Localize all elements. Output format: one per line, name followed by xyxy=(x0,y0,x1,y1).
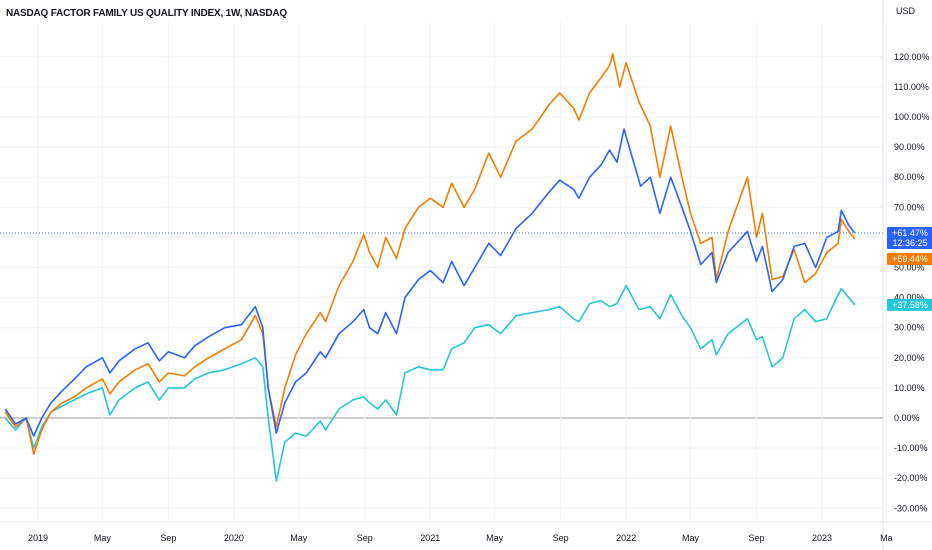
x-tick-label: Sep xyxy=(749,533,765,543)
currency-label: USD xyxy=(896,6,916,16)
series-line-0[interactable] xyxy=(4,128,856,437)
x-tick-label: 2023 xyxy=(812,533,832,543)
value-badge-bg xyxy=(887,226,932,249)
chart-title: NASDAQ FACTOR FAMILY US QUALITY INDEX, 1… xyxy=(6,8,287,19)
y-tick-label: -20.00% xyxy=(894,473,928,483)
y-tick-label: 10.00% xyxy=(894,383,925,393)
x-tick-label: May xyxy=(682,533,700,543)
y-tick-label: -10.00% xyxy=(894,443,928,453)
y-tick-label: 110.00% xyxy=(894,82,929,92)
x-tick-label: May xyxy=(290,533,308,543)
value-badge-text: +59.44% xyxy=(892,254,928,264)
x-tick-label: 2019 xyxy=(28,533,48,543)
x-axis[interactable]: 2019 May Sep 2020 May Sep 2021 May Sep 2022 May Sep… xyxy=(0,521,932,543)
y-tick-label: 40.00% xyxy=(894,293,925,303)
series-layer xyxy=(4,53,856,482)
x-tick-label: May xyxy=(94,533,112,543)
series-line-1[interactable] xyxy=(4,53,856,455)
x-tick-label: 2022 xyxy=(616,533,636,543)
x-tick-label: May xyxy=(486,533,504,543)
y-tick-label: 30.00% xyxy=(894,323,925,333)
y-tick-label: 90.00% xyxy=(894,142,925,152)
value-badge-bg xyxy=(887,252,932,265)
value-badge-text: +37.58% xyxy=(892,300,928,310)
value-badge-bg xyxy=(887,298,932,311)
x-tick-label: 2021 xyxy=(420,533,440,543)
y-tick-label: 100.00% xyxy=(894,112,930,122)
value-badge-text: +61.47% xyxy=(892,228,928,238)
x-tick-label: 2020 xyxy=(224,533,244,543)
y-tick-label: 80.00% xyxy=(894,172,925,182)
x-tick-label: Ma xyxy=(880,533,893,543)
y-tick-label: 50.00% xyxy=(894,263,925,273)
value-badge-subtext: 12:36:25 xyxy=(892,238,927,248)
y-tick-label: 70.00% xyxy=(894,202,925,212)
x-tick-label: Sep xyxy=(160,533,176,543)
y-axis[interactable]: 120.00%110.00%100.00%90.00%80.00%70.00%6… xyxy=(882,0,930,550)
x-tick-label: Sep xyxy=(357,533,373,543)
grid-layer xyxy=(0,22,887,522)
y-tick-label: 0.00% xyxy=(894,413,920,423)
x-tick-label: Sep xyxy=(553,533,569,543)
price-labels: +61.47%12:36:25 +59.44% +37.58% xyxy=(887,226,932,311)
y-tick-label: -30.00% xyxy=(894,503,928,513)
y-tick-label: 20.00% xyxy=(894,353,925,363)
series-line-2[interactable] xyxy=(4,284,856,482)
y-tick-label: 120.00% xyxy=(894,52,930,62)
